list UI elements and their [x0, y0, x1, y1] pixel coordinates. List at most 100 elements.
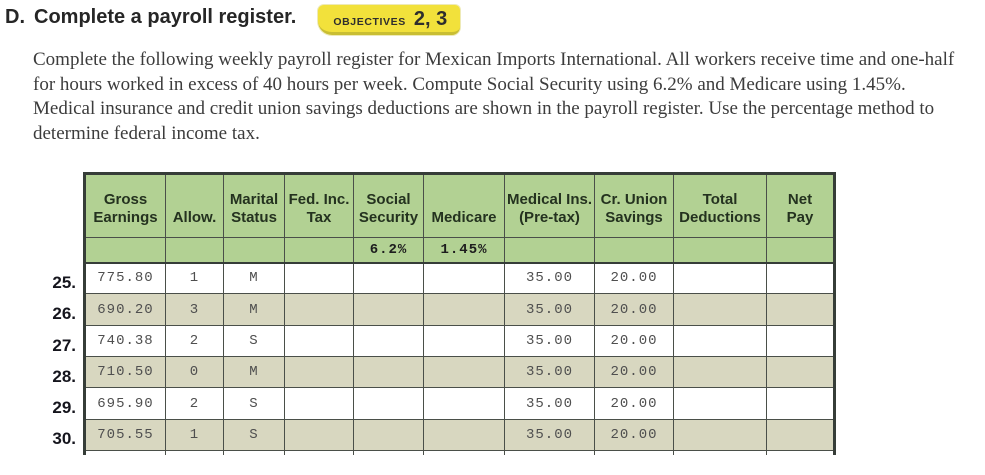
- rate-medical-ins: [504, 237, 595, 264]
- cell-medical-ins: 35.00: [504, 324, 595, 358]
- table-row: 690.20 3 M 35.00 20.00: [83, 293, 836, 326]
- cell-gross-earnings: 710.50: [83, 356, 166, 389]
- cell-medicare: [423, 261, 505, 295]
- cell-medical-ins: 35.00: [504, 261, 595, 295]
- col-header-cr-union-savings: Cr. Union Savings: [594, 172, 674, 238]
- col-header-allow: Allow.: [165, 172, 224, 238]
- cell-medical-ins: 35.00: [504, 418, 595, 452]
- cutoff-cell: [594, 450, 674, 455]
- cell-marital-status: M: [223, 293, 285, 326]
- cutoff-cell: [83, 450, 166, 455]
- cell-total-deductions: [673, 387, 767, 420]
- objectives-badge-label: OBJECTIVES: [333, 16, 406, 28]
- cell-marital-status: S: [223, 387, 285, 420]
- cell-gross-earnings: 740.38: [83, 324, 166, 358]
- title-row: D. Complete a payroll register. OBJECTIV…: [0, 0, 985, 35]
- payroll-register: 25. 26. 27. 28. 29. 30. Gross Earnings Allow. M…: [44, 172, 985, 455]
- cell-social-security: [353, 293, 424, 326]
- cutoff-cell: [223, 450, 285, 455]
- cell-medicare: [423, 387, 505, 420]
- cell-medicare: [423, 293, 505, 326]
- col-header-net-pay: Net Pay: [766, 172, 836, 238]
- cell-total-deductions: [673, 324, 767, 358]
- cell-allow: 3: [165, 293, 224, 326]
- table-row: 710.50 0 M 35.00 20.00: [83, 356, 836, 389]
- cell-total-deductions: [673, 293, 767, 326]
- cell-net-pay: [766, 293, 836, 326]
- cell-net-pay: [766, 418, 836, 452]
- table-row: 695.90 2 S 35.00 20.00: [83, 387, 836, 420]
- payroll-table: Gross Earnings Allow. Marital Status Fed. I…: [83, 172, 836, 455]
- cell-allow: 2: [165, 387, 224, 420]
- row-number-column: 25. 26. 27. 28. 29. 30.: [44, 172, 83, 455]
- col-header-marital-status: Marital Status: [223, 172, 285, 238]
- table-row: 775.80 1 M 35.00 20.00: [83, 261, 836, 295]
- cell-medicare: [423, 356, 505, 389]
- cutoff-cell: [284, 450, 354, 455]
- rate-marital-status: [223, 237, 285, 264]
- cell-marital-status: S: [223, 324, 285, 358]
- cell-medical-ins: 35.00: [504, 356, 595, 389]
- cell-net-pay: [766, 387, 836, 420]
- cell-social-security: [353, 387, 424, 420]
- cell-total-deductions: [673, 356, 767, 389]
- rate-fed-inc-tax: [284, 237, 354, 264]
- cell-total-deductions: [673, 418, 767, 452]
- col-header-medical-ins: Medical Ins. (Pre-tax): [504, 172, 595, 238]
- row-number: 28.: [52, 366, 76, 386]
- cell-medical-ins: 35.00: [504, 387, 595, 420]
- cell-marital-status: S: [223, 418, 285, 452]
- cell-fed-inc-tax: [284, 356, 354, 389]
- cell-cr-union-savings: 20.00: [594, 261, 674, 295]
- section-letter: D.: [5, 6, 25, 28]
- cutoff-cell: [673, 450, 767, 455]
- header-row: Gross Earnings Allow. Marital Status Fed. I…: [83, 172, 836, 238]
- rate-allow: [165, 237, 224, 264]
- row-number: 27.: [52, 335, 76, 355]
- instructions-paragraph: Complete the following weekly payroll re…: [33, 49, 955, 144]
- cutoff-cell: [165, 450, 224, 455]
- cell-cr-union-savings: 20.00: [594, 293, 674, 326]
- row-number: 30.: [52, 429, 76, 449]
- cell-allow: 1: [165, 261, 224, 295]
- cell-net-pay: [766, 356, 836, 389]
- cell-cr-union-savings: 20.00: [594, 324, 674, 358]
- col-header-social-security: Social Security: [353, 172, 424, 238]
- cell-allow: 1: [165, 418, 224, 452]
- cell-social-security: [353, 324, 424, 358]
- objectives-badge-numbers: 2, 3: [413, 8, 448, 30]
- rate-total-deductions: [673, 237, 767, 264]
- row-number: 25.: [52, 273, 76, 292]
- row-number: 26.: [52, 304, 76, 324]
- cell-medical-ins: 35.00: [504, 293, 595, 326]
- rate-gross-earnings: [83, 237, 166, 264]
- cutoff-cell: [353, 450, 424, 455]
- cell-social-security: [353, 356, 424, 389]
- table-row: 705.55 1 S 35.00 20.00: [83, 418, 836, 452]
- cell-cr-union-savings: 20.00: [594, 418, 674, 452]
- cutoff-cell: [423, 450, 505, 455]
- cutoff-cell: [504, 450, 595, 455]
- cell-fed-inc-tax: [284, 418, 354, 452]
- cell-marital-status: M: [223, 261, 285, 295]
- payroll-rows: 775.80 1 M 35.00 20.00 690.20 3 M 35.00 20.00 740.…: [83, 261, 836, 455]
- cell-total-deductions: [673, 261, 767, 295]
- col-header-total-deductions: Total Deductions: [673, 172, 767, 238]
- cell-medicare: [423, 418, 505, 452]
- cell-fed-inc-tax: [284, 261, 354, 295]
- cell-allow: 2: [165, 324, 224, 358]
- cell-net-pay: [766, 324, 836, 358]
- cell-fed-inc-tax: [284, 293, 354, 326]
- cutoff-cell: [766, 450, 836, 455]
- page-title: Complete a payroll register.: [34, 6, 297, 28]
- cell-social-security: [353, 261, 424, 295]
- objectives-badge: OBJECTIVES 2, 3: [318, 5, 461, 35]
- col-header-gross-earnings: Gross Earnings: [83, 172, 166, 238]
- col-header-medicare: Medicare: [423, 172, 505, 238]
- rate-social-security: 6.2%: [353, 237, 424, 264]
- cell-gross-earnings: 775.80: [83, 261, 166, 295]
- col-header-fed-inc-tax: Fed. Inc. Tax: [284, 172, 354, 238]
- rate-net-pay: [766, 237, 836, 264]
- cell-gross-earnings: 695.90: [83, 387, 166, 420]
- cell-cr-union-savings: 20.00: [594, 387, 674, 420]
